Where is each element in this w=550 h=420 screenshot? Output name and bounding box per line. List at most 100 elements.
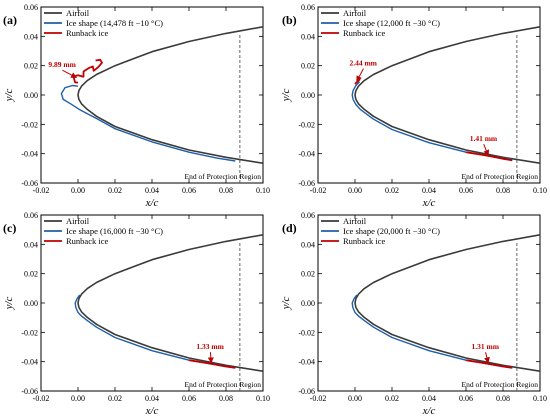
thickness-annotation: 1.41 mm [470, 134, 498, 143]
legend-entry: Ice shape (14,478 ft −10 °C) [66, 18, 163, 28]
y-tick-label: -0.02 [298, 120, 315, 129]
y-tick-label: -0.06 [21, 179, 38, 188]
series-line-runback [465, 359, 513, 369]
panel-a: -0.02 0.00 0.02 0.04 0.06 0.08 0.10 -0.06 -0.04 -… [3, 3, 270, 209]
x-tick-label: 0.02 [385, 186, 399, 195]
legend-entry: Runback ice [343, 236, 385, 246]
series-line-airfoil [77, 26, 263, 164]
legend-entry: Ice shape (20,000 ft −30 °C) [343, 226, 440, 236]
y-axis-label: y/c [3, 296, 15, 310]
y-tick-label: -0.02 [21, 328, 38, 337]
y-tick-label: 0.04 [24, 32, 38, 41]
annotation-arrow [484, 352, 490, 364]
legend-entry: Runback ice [66, 28, 108, 38]
thickness-annotation: 9.89 mm [48, 60, 76, 69]
y-tick-label: -0.06 [298, 179, 315, 188]
x-axis-label: x/c [422, 405, 436, 417]
x-tick-label: -0.02 [33, 394, 50, 403]
legend-entry: Airfoil [66, 8, 90, 18]
legend-entry: Airfoil [343, 216, 367, 226]
protection-end-label: End of Protection Region [185, 380, 262, 389]
y-tick-label: -0.04 [21, 150, 38, 159]
annotation-arrow [62, 69, 78, 78]
y-tick-label: 0.00 [301, 91, 315, 100]
legend-entry: Airfoil [66, 216, 90, 226]
y-tick-label: 0.06 [24, 211, 38, 220]
panel-label: (c) [3, 221, 16, 235]
y-tick-label: -0.02 [21, 120, 38, 129]
y-tick-label: -0.06 [298, 387, 315, 396]
thickness-annotation: 2.44 mm [349, 59, 377, 68]
thickness-annotation: 1.33 mm [196, 342, 224, 351]
x-tick-label: 0.08 [496, 394, 510, 403]
series-group [351, 234, 540, 372]
annotation-arrow [207, 352, 214, 364]
x-tick-label: 0.00 [71, 186, 85, 195]
x-axis-label: x/c [145, 197, 159, 209]
x-tick-label: 0.10 [256, 394, 270, 403]
x-tick-label: 0.10 [256, 186, 270, 195]
y-tick-label: -0.04 [298, 150, 315, 159]
x-tick-label: 0.08 [219, 394, 233, 403]
series-group [351, 26, 540, 164]
y-tick-label: 0.00 [301, 299, 315, 308]
annotation-arrow [356, 68, 364, 82]
x-tick-label: 0.06 [182, 186, 196, 195]
x-tick-label: -0.02 [33, 186, 50, 195]
x-tick-label: 0.04 [422, 186, 436, 195]
legend-entry: Airfoil [343, 8, 367, 18]
x-tick-label: -0.02 [310, 186, 327, 195]
protection-end-label: End of Protection Region [185, 172, 262, 181]
legend-entry: Ice shape (16,000 ft −30 °C) [66, 226, 163, 236]
x-tick-label: 0.02 [108, 394, 122, 403]
y-tick-label: 0.02 [24, 62, 38, 71]
y-tick-label: 0.04 [301, 240, 315, 249]
legend-entry: Ice shape (12,000 ft −30 °C) [343, 18, 440, 28]
y-tick-label: 0.00 [24, 299, 38, 308]
y-tick-label: 0.00 [24, 91, 38, 100]
series-line-runback [188, 359, 236, 369]
x-tick-label: 0.00 [71, 394, 85, 403]
x-tick-label: 0.06 [182, 394, 196, 403]
protection-end-label: End of Protection Region [462, 380, 539, 389]
series-line-airfoil [77, 234, 263, 372]
y-tick-label: -0.04 [21, 358, 38, 367]
panel-c: -0.02 0.00 0.02 0.04 0.06 0.08 0.10 -0.06 -0.04 -… [3, 211, 270, 417]
y-tick-label: -0.02 [298, 328, 315, 337]
panel-label: (a) [3, 13, 17, 27]
series-line-ice [351, 81, 513, 161]
panel-label: (b) [282, 13, 297, 27]
x-tick-label: 0.00 [348, 394, 362, 403]
y-axis-label: y/c [3, 88, 15, 102]
y-axis-label: y/c [280, 88, 292, 102]
x-tick-label: 0.06 [459, 394, 473, 403]
y-tick-label: 0.06 [301, 3, 315, 12]
series-group [74, 234, 263, 372]
x-tick-label: 0.02 [385, 394, 399, 403]
x-tick-label: 0.04 [145, 186, 159, 195]
thickness-annotation: 1.31 mm [472, 342, 500, 351]
panel-d: -0.02 0.00 0.02 0.04 0.06 0.08 0.10 -0.06 -0.04 -… [280, 211, 547, 417]
x-axis-label: x/c [145, 405, 159, 417]
series-line-runback [72, 58, 103, 84]
series-line-ice [60, 84, 236, 162]
x-tick-label: 0.02 [108, 186, 122, 195]
series-line-airfoil [354, 234, 540, 372]
x-tick-label: 0.04 [422, 394, 436, 403]
series-group [60, 26, 263, 164]
y-tick-label: -0.06 [21, 387, 38, 396]
legend-entry: Runback ice [66, 236, 108, 246]
x-tick-label: 0.08 [496, 186, 510, 195]
legend-entry: Runback ice [343, 28, 385, 38]
x-axis-label: x/c [422, 197, 436, 209]
y-tick-label: -0.04 [298, 358, 315, 367]
x-tick-label: 0.08 [219, 186, 233, 195]
protection-end-label: End of Protection Region [462, 172, 539, 181]
y-axis-label: y/c [280, 296, 292, 310]
y-tick-label: 0.02 [301, 270, 315, 279]
x-tick-label: -0.02 [310, 394, 327, 403]
